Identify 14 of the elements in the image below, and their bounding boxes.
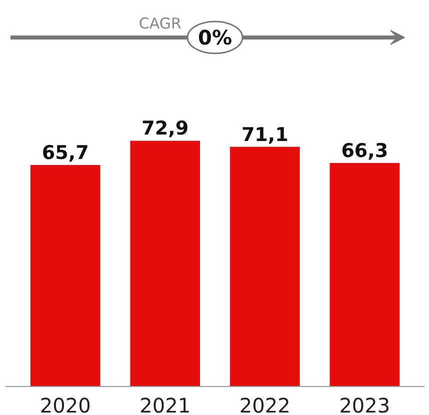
data-label: 65,7 xyxy=(42,142,89,164)
bar xyxy=(330,162,400,386)
bar xyxy=(30,164,100,386)
data-label: 66,3 xyxy=(341,140,388,162)
x-tick-label: 2023 xyxy=(339,394,390,415)
text: CAGR xyxy=(138,14,182,33)
text: 0% xyxy=(198,25,232,50)
data-label: 71,1 xyxy=(241,124,288,146)
data-label: 72,9 xyxy=(142,118,189,140)
x-tick-label: 2020 xyxy=(40,394,91,415)
bar xyxy=(230,146,300,386)
bar xyxy=(130,140,200,386)
x-tick-label: 2022 xyxy=(239,394,290,415)
x-tick-label: 2021 xyxy=(140,394,191,415)
